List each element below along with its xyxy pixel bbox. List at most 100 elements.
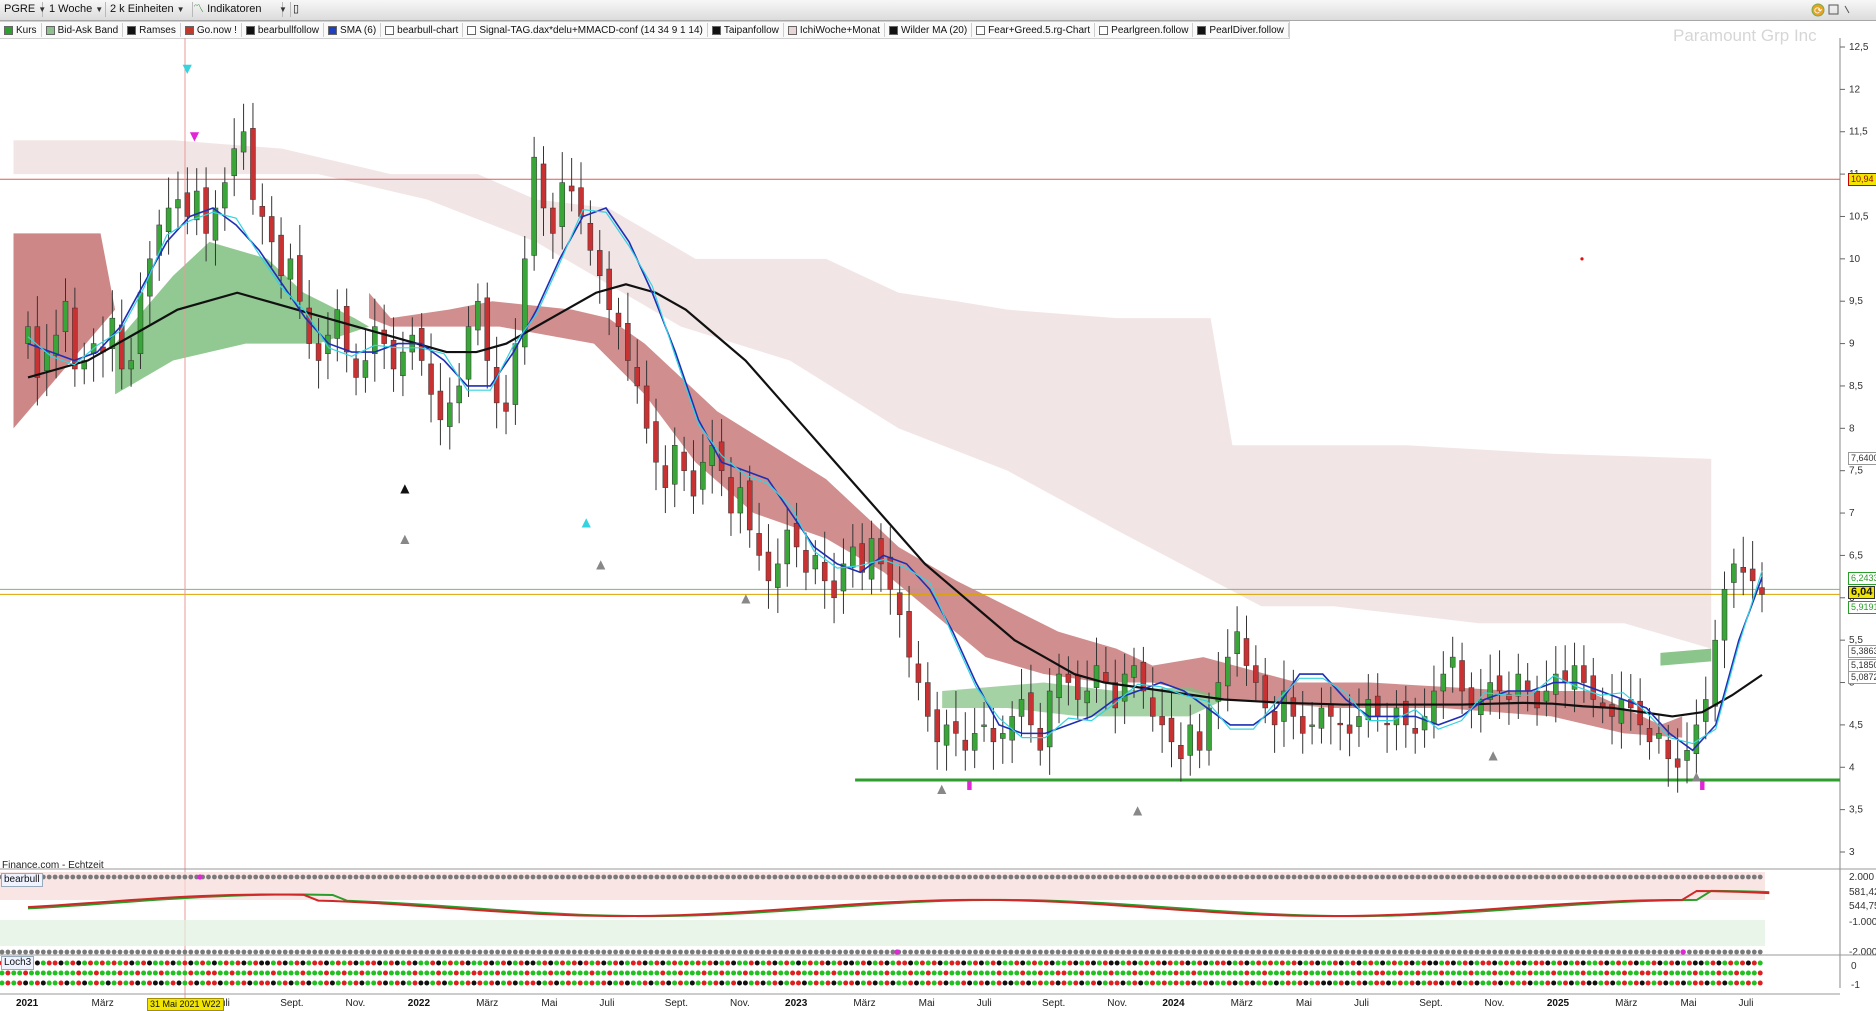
loch3-dot [377,980,383,986]
loch3-dot [884,970,890,976]
loch3-dot [1079,960,1085,966]
bearbull-dot-bottom [265,949,270,955]
bearbull-dot-bottom [984,949,990,955]
loch3-dot [766,980,772,986]
loch3-dot [1509,980,1515,986]
loch3-dot [436,970,442,976]
legend-swatch [889,25,899,35]
loch3-dot [495,970,501,976]
loch3-dot [554,960,560,966]
legend-item[interactable]: bearbullfollow [242,23,325,37]
loch3-dot [495,980,501,986]
bearbull-dot-bottom [748,949,754,955]
bearbull-dot-bottom [943,949,949,955]
loch3-dot [152,980,158,986]
indicators-button[interactable]: 〽 Indikatoren [189,2,283,17]
loch3-dot [908,960,914,966]
loch3-dot [341,960,347,966]
bearbull-dot-bottom [542,949,548,955]
bearbull-dot-top [70,874,76,880]
loch3-dot [1675,970,1681,976]
legend-item[interactable]: Go.now ! [181,23,242,37]
bearbull-dot-bottom [1427,949,1433,955]
bearbull-dot-top [595,874,601,880]
loch3-dot [1462,980,1468,986]
loch3-dot [1616,980,1622,986]
legend-item[interactable]: IchiWoche+Monat [784,23,886,37]
bearbull-dot-top [743,874,748,880]
loch3-dot [1450,980,1456,986]
bearbull-dot-bottom [1698,949,1704,955]
bearbull-dot-top [1657,874,1663,880]
x-tick-label: März [853,998,875,1009]
loch3-dot [1403,960,1409,966]
loch3-dot [1598,970,1604,976]
legend-item[interactable]: Bid-Ask Band [42,23,124,37]
x-tick-label: Mai [541,998,557,1009]
bearbull-dot-top [1020,874,1026,880]
loch3-dot [1734,970,1740,976]
loch3-dot [388,980,394,986]
loch3-dot [182,980,188,986]
legend-item[interactable]: Wilder MA (20) [885,23,973,37]
symbol-select[interactable]: PGRE ▼ [0,2,46,17]
bearbull-dot-top [949,874,955,880]
loch3-dot [477,980,483,986]
loch3-dot [1728,980,1734,986]
panel-button[interactable]: ▯ [289,2,305,17]
bearbull-dot-bottom [1751,949,1757,955]
loch3-dot [64,960,70,966]
legend-item[interactable]: Pearlgreen.follow [1095,23,1194,37]
units-select[interactable]: 2 k Einheiten ▼ [106,2,193,17]
bearbull-dot-top [365,874,371,880]
loch3-dot [1468,970,1474,976]
bearbull-dot-bottom [194,949,200,955]
bearbull-dot-top [223,874,229,880]
loch3-dot [1073,960,1079,966]
price-chart[interactable]: ▼▼▲▲▲▲▲▲▮▲▲▲▮12,51211,51110,5109,598,587… [0,38,1876,1010]
legend-item[interactable]: Fear+Greed.5.rg-Chart [972,23,1096,37]
bearbull-dot-top [495,874,500,880]
refresh-icon[interactable]: ⟳ [1811,3,1851,20]
bearbull-dot-top [1592,874,1598,880]
candle-body [906,611,912,658]
dropdown-button[interactable]: ▼ [272,2,291,17]
candle-body [475,300,481,331]
loch3-dot [1073,980,1079,986]
loch3-dot [1014,960,1020,966]
bearbull-dot-bottom [1161,949,1167,955]
loch3-dot [748,970,754,976]
x-tick-label: 2021 [16,998,39,1009]
loch3-dot [1380,980,1386,986]
y-tick-label: 7,5 [1849,466,1863,477]
bearbull-dot-bottom [837,949,843,955]
loch3-dot [1155,970,1161,976]
loch3-dot [925,970,931,976]
bearbull-dot-bottom [1120,949,1126,955]
bearbull-dot-bottom [1403,949,1409,955]
bearbull-dot-top [147,874,152,880]
loch3-dot [512,970,518,976]
legend-item[interactable]: Signal-TAG.dax*delu+MMACD-conf (14 34 9 … [463,23,708,37]
legend-item[interactable]: Taipanfollow [708,23,784,37]
loch3-dot [1327,960,1332,966]
loch3-dot [206,980,211,986]
interval-select[interactable]: 1 Woche ▼ [45,2,106,17]
loch3-dot [772,970,778,976]
legend-item[interactable]: SMA (6) [324,23,382,37]
legend-item[interactable]: PearlDiver.follow [1193,23,1289,37]
loch3-dot [1244,960,1250,966]
loch3-dot [1745,970,1751,976]
loch3-dot [955,970,961,976]
bearbull-dot-top [347,874,353,880]
legend-item[interactable]: Kurs [0,23,42,37]
loch3-dot [394,980,400,986]
loch3-dot [465,960,471,966]
loch3-dot [813,980,819,986]
loch3-dot [1710,980,1716,986]
bearbull-dot-top [247,874,253,880]
legend-item[interactable]: Ramses [123,23,181,37]
legend-item[interactable]: bearbull-chart [381,23,464,37]
loch3-dot [152,970,158,976]
loch3-dot [1037,970,1043,976]
